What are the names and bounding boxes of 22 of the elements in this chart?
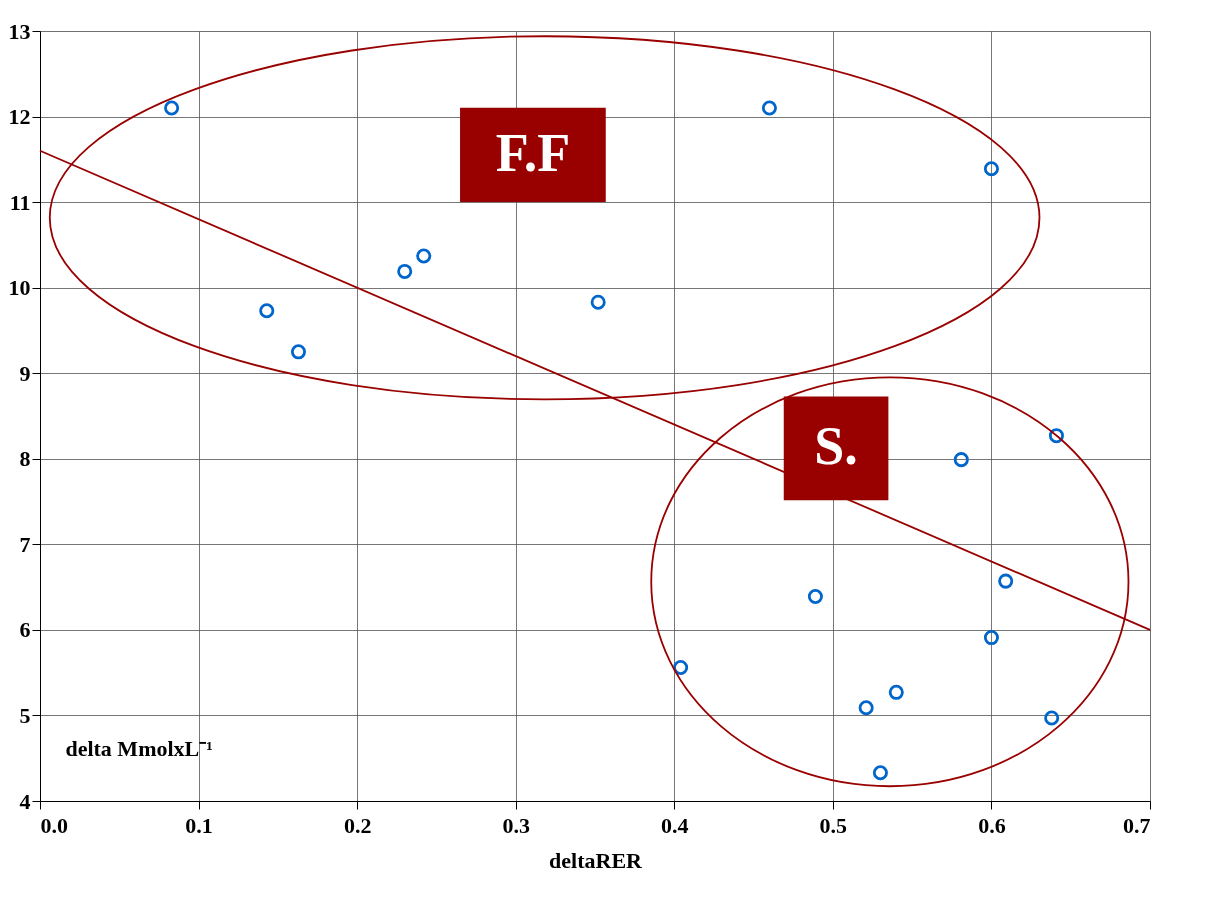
x-tick-label: 0.0 <box>40 812 68 838</box>
annotation: F.F <box>495 122 571 183</box>
x-axis-title: deltaRER <box>549 847 644 873</box>
x-tick-label: 0.6 <box>978 812 1006 838</box>
y-tick-label: 11 <box>9 189 31 215</box>
x-tick-label: 0.2 <box>343 812 372 838</box>
y-tick-label: 9 <box>19 360 31 386</box>
y-tick-label: 4 <box>19 788 31 814</box>
y-tick-label: 7 <box>19 531 31 557</box>
x-tick-label: 0.5 <box>819 812 848 838</box>
y-tick-label: 12 <box>8 104 31 130</box>
x-tick-label: 0.7 <box>1123 812 1151 838</box>
y-tick-label: 8 <box>19 446 31 472</box>
y-tick-label: 5 <box>19 702 31 728</box>
x-tick-label: 0.1 <box>185 812 213 838</box>
annotation: S. <box>814 416 858 477</box>
x-tick-label: 0.4 <box>661 812 689 838</box>
x-tick-label: 0.3 <box>502 812 530 838</box>
y-tick-label: 13 <box>8 18 31 44</box>
y-tick-label: 6 <box>19 617 31 643</box>
y-axis-title: delta MmolxL⁻¹ <box>65 735 213 761</box>
y-tick-label: 10 <box>8 275 31 301</box>
